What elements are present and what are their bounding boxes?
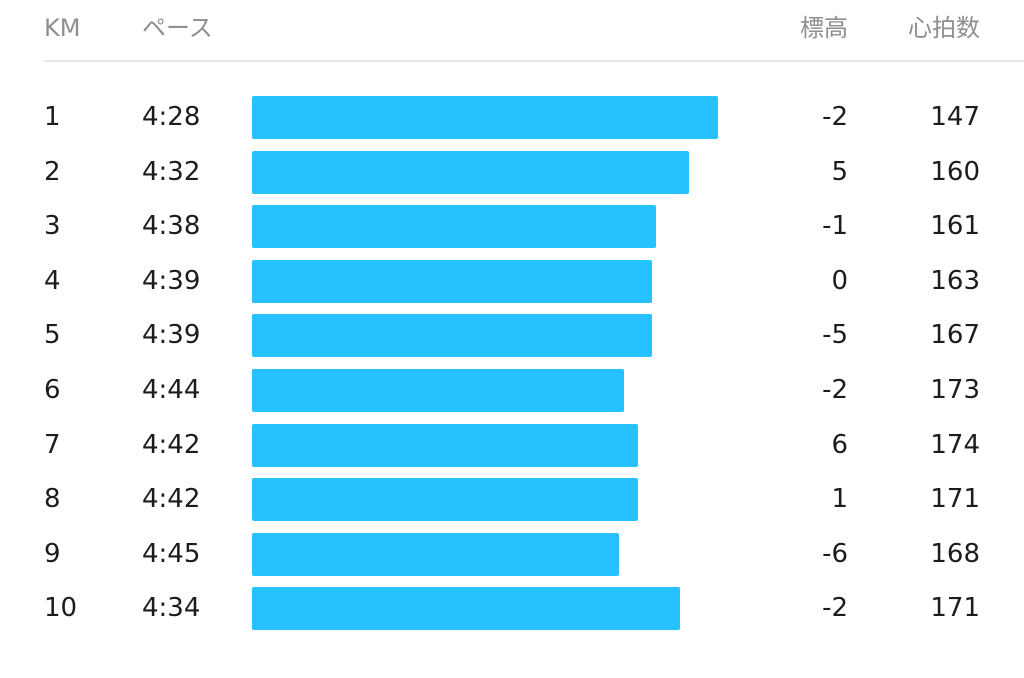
split-pace: 4:32 xyxy=(142,156,201,187)
split-pace: 4:42 xyxy=(142,429,201,460)
split-pace: 4:42 xyxy=(142,484,201,515)
split-pace: 4:38 xyxy=(142,211,201,242)
split-heart-rate: 168 xyxy=(930,538,980,569)
pace-bar xyxy=(252,532,619,576)
split-pace: 4:44 xyxy=(142,374,201,405)
split-elevation: -2 xyxy=(822,593,848,624)
split-row: 9 4:45 -6 168 xyxy=(0,527,1024,582)
pace-bar xyxy=(252,368,624,412)
header-heart-rate: 心拍数 xyxy=(908,14,980,42)
split-row: 1 4:28 -2 147 xyxy=(0,90,1024,145)
split-elevation: -6 xyxy=(822,538,848,569)
split-row: 3 4:38 -1 161 xyxy=(0,199,1024,254)
split-elevation: 1 xyxy=(831,484,848,515)
split-heart-rate: 167 xyxy=(930,320,980,351)
split-elevation: 0 xyxy=(831,265,848,296)
pace-bar xyxy=(252,205,656,249)
split-km: 8 xyxy=(44,484,61,515)
split-elevation: -5 xyxy=(822,320,848,351)
split-km: 2 xyxy=(44,156,61,187)
split-pace: 4:34 xyxy=(142,593,201,624)
split-km: 9 xyxy=(44,538,61,569)
split-heart-rate: 163 xyxy=(930,265,980,296)
pace-bar xyxy=(252,478,638,522)
split-heart-rate: 171 xyxy=(930,593,980,624)
split-heart-rate: 147 xyxy=(930,102,980,132)
split-row: 4 4:39 0 163 xyxy=(0,254,1024,309)
header-km: KM xyxy=(44,14,81,42)
pace-bar xyxy=(252,96,718,139)
split-row: 7 4:42 6 174 xyxy=(0,418,1024,473)
split-elevation: -2 xyxy=(822,374,848,405)
split-pace: 4:28 xyxy=(142,102,201,132)
split-km: 3 xyxy=(44,211,61,242)
header-divider xyxy=(44,60,1024,62)
split-km: 7 xyxy=(44,429,61,460)
split-pace: 4:45 xyxy=(142,538,201,569)
split-row: 5 4:39 -5 167 xyxy=(0,308,1024,363)
split-row: 10 4:34 -2 171 xyxy=(0,581,1024,636)
pace-bar xyxy=(252,259,652,303)
split-row: 8 4:42 1 171 xyxy=(0,472,1024,527)
split-pace: 4:39 xyxy=(142,320,201,351)
split-km: 4 xyxy=(44,265,61,296)
split-km: 1 xyxy=(44,102,61,132)
split-km: 10 xyxy=(44,593,78,624)
pace-bar xyxy=(252,587,680,631)
split-pace: 4:39 xyxy=(142,265,201,296)
pace-bar xyxy=(252,314,652,358)
split-km: 6 xyxy=(44,374,61,405)
split-row: 6 4:44 -2 173 xyxy=(0,363,1024,418)
header-pace: ペース xyxy=(142,14,213,42)
split-elevation: 6 xyxy=(831,429,848,460)
splits-table-body: 1 4:28 -2 147 2 4:32 5 160 3 4:38 -1 161 4 4:39 0 163 5 4… xyxy=(0,90,1024,636)
split-heart-rate: 171 xyxy=(930,484,980,515)
split-elevation: 5 xyxy=(831,156,848,187)
split-heart-rate: 174 xyxy=(930,429,980,460)
split-row: 2 4:32 5 160 xyxy=(0,145,1024,200)
split-heart-rate: 173 xyxy=(930,374,980,405)
split-heart-rate: 161 xyxy=(930,211,980,242)
pace-bar xyxy=(252,150,689,194)
split-elevation: -2 xyxy=(822,102,848,132)
header-elevation: 標高 xyxy=(800,14,848,42)
split-km: 5 xyxy=(44,320,61,351)
split-elevation: -1 xyxy=(822,211,848,242)
split-heart-rate: 160 xyxy=(930,156,980,187)
pace-bar xyxy=(252,423,638,467)
splits-table-header: KM ペース 標高 心拍数 xyxy=(0,0,1024,60)
